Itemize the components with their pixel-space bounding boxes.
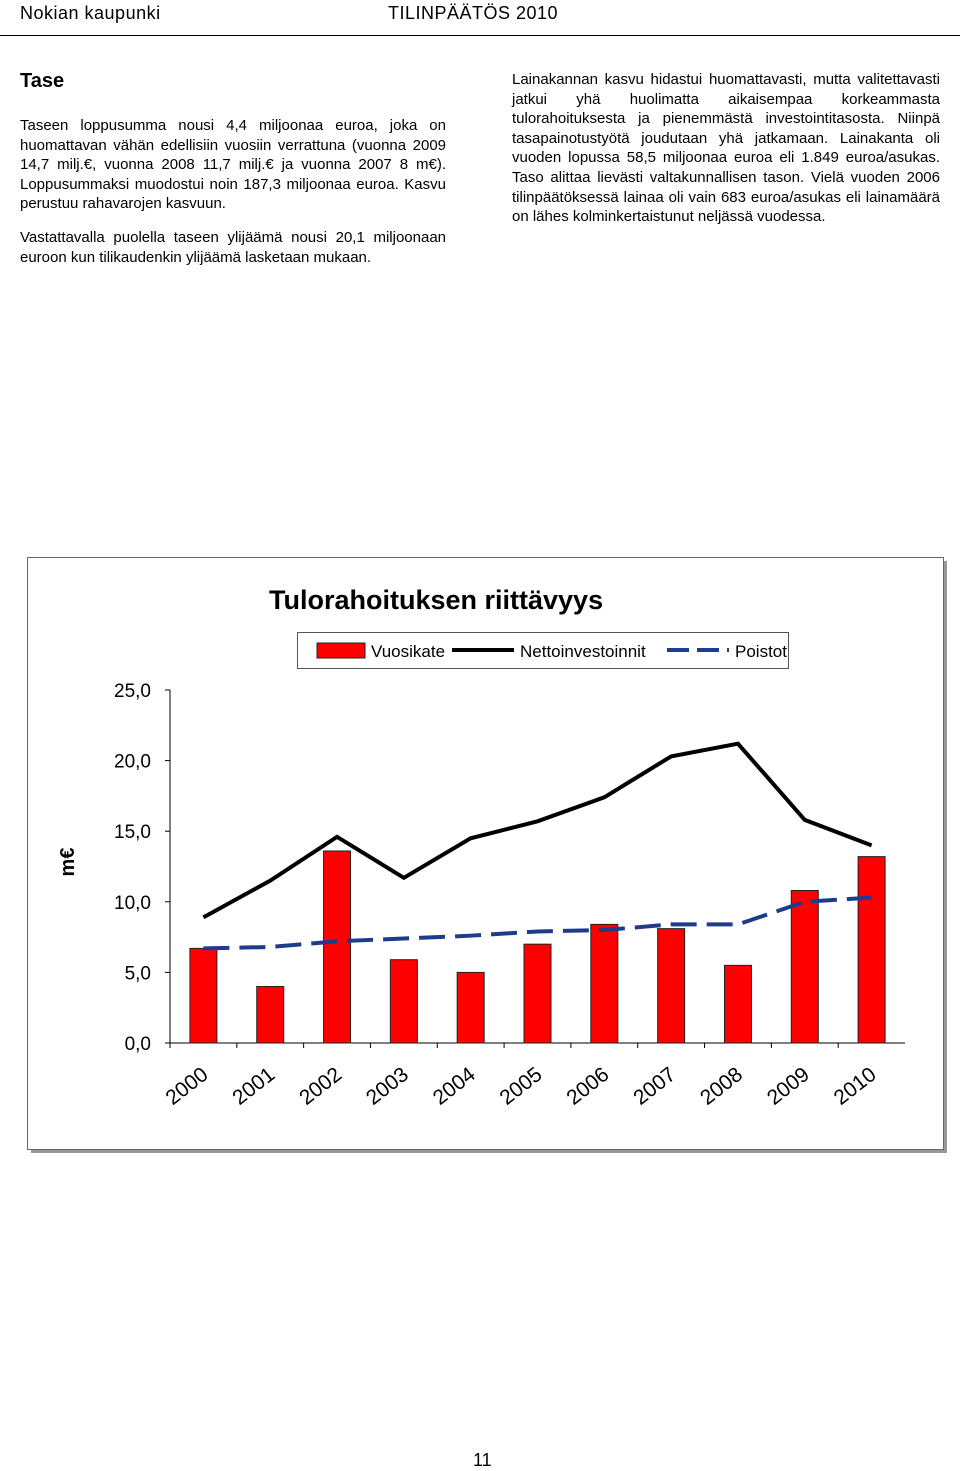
bar	[590, 923, 619, 1044]
y-tick-label: 0,0	[125, 1034, 151, 1055]
right-column: Lainakannan kasvu hidastui huomattavasti…	[512, 70, 940, 241]
bar	[857, 856, 886, 1044]
heading: Tase	[20, 70, 65, 92]
bar	[657, 928, 686, 1044]
y-tick-label: 10,0	[114, 893, 151, 914]
left-column: Taseen loppusumma nousi 4,4 miljoonaa eu…	[20, 116, 446, 281]
legend-swatch	[316, 642, 366, 659]
page-number: 11	[473, 1450, 492, 1470]
legend-label: Poistot	[735, 642, 787, 661]
header-left: Nokian kaupunki	[20, 3, 161, 23]
line	[203, 895, 872, 951]
paragraph: Vastattavalla puolella taseen ylijäämä n…	[20, 228, 446, 266]
bar	[323, 850, 352, 1044]
bar	[389, 959, 418, 1044]
y-tick-label: 25,0	[114, 681, 151, 702]
y-tick-label: 5,0	[125, 963, 151, 984]
y-tick-label: 20,0	[114, 752, 151, 773]
header-right: TILINPÄÄTÖS 2010	[388, 3, 559, 23]
chart: Tulorahoituksen riittävyys m€ 0,0 5,0 10,0…	[27, 557, 947, 1153]
y-axis-label: m€	[57, 848, 79, 877]
bar	[790, 890, 819, 1044]
line	[202, 741, 873, 920]
legend-label: Nettoinvestoinnit	[520, 642, 646, 661]
paragraph: Lainakannan kasvu hidastui huomattavasti…	[512, 71, 940, 226]
chart-title: Tulorahoituksen riittävyys	[269, 585, 603, 615]
bar	[523, 943, 552, 1044]
y-tick-label: 15,0	[114, 822, 151, 843]
header-rule	[0, 35, 960, 36]
bar	[723, 964, 752, 1044]
bar	[189, 947, 218, 1044]
paragraph: Taseen loppusumma nousi 4,4 miljoonaa eu…	[20, 117, 446, 213]
bar	[456, 971, 485, 1044]
legend-label: Vuosikate	[371, 642, 445, 661]
bar	[256, 986, 285, 1044]
